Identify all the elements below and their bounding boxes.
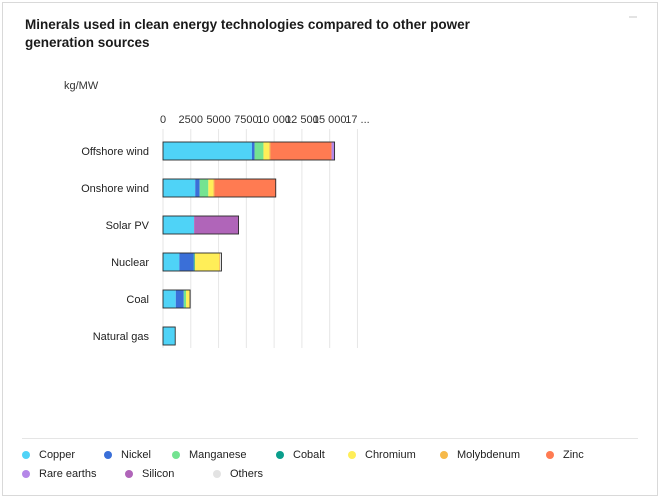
legend-item: Manganese — [172, 449, 247, 461]
bar-segment — [163, 290, 176, 308]
legend-swatch — [440, 451, 448, 459]
legend-swatch — [125, 470, 133, 478]
bar-segment — [270, 142, 332, 160]
bar-outline — [162, 289, 191, 309]
x-tick-label: 5000 — [206, 114, 230, 126]
category-label: Coal — [126, 294, 149, 306]
bar-segment — [163, 253, 180, 271]
bar-segment — [251, 142, 255, 160]
x-tick-label: 15 000 — [313, 114, 347, 126]
x-tick-label: 10 000 — [257, 114, 291, 126]
legend-label: Others — [230, 468, 264, 480]
category-label: Natural gas — [93, 331, 150, 343]
bar-segment — [208, 179, 214, 197]
category-label: Onshore wind — [81, 183, 149, 195]
legend-label: Zinc — [563, 449, 584, 461]
legend-label: Molybdenum — [457, 449, 520, 461]
bar-segment — [183, 290, 187, 308]
legend-item: Molybdenum — [440, 449, 520, 461]
unit-label: kg/MW — [64, 80, 99, 92]
bar-segment — [163, 142, 252, 160]
legend-swatch — [172, 451, 180, 459]
bar-segment — [195, 179, 200, 197]
legend-item: Cobalt — [276, 449, 325, 461]
x-tick-label: 12 500 — [285, 114, 319, 126]
bar-segment — [193, 253, 195, 271]
bar-segment — [163, 327, 176, 345]
legend-label: Nickel — [121, 449, 151, 461]
bar-segment — [179, 253, 194, 271]
legend-label: Manganese — [189, 449, 247, 461]
legend-item: Chromium — [348, 449, 416, 461]
legend-swatch — [104, 451, 112, 459]
legend-swatch — [22, 451, 30, 459]
bar-segment — [163, 179, 196, 197]
bar-outline — [162, 141, 336, 161]
bar-segment — [331, 142, 335, 160]
legend-label: Cobalt — [293, 449, 325, 461]
bar-outline — [162, 215, 240, 235]
legend-label: Copper — [39, 449, 76, 461]
x-tick-label: 7500 — [234, 114, 258, 126]
bar-segment — [219, 253, 221, 271]
bar-outline — [162, 178, 277, 198]
legend-item: Rare earths — [22, 468, 96, 480]
bar-segment — [175, 290, 184, 308]
legend-label: Rare earths — [39, 468, 97, 480]
legend-swatch — [213, 470, 221, 478]
bar-segment — [194, 253, 220, 271]
bar-segment — [263, 142, 270, 160]
bar-segment — [254, 142, 264, 160]
legend-label: Chromium — [365, 449, 416, 461]
bar-outline — [162, 252, 222, 272]
chart-title: Minerals used in clean energy technologi… — [25, 17, 470, 50]
bar-segment — [199, 179, 209, 197]
category-label: Offshore wind — [81, 146, 149, 158]
x-tick-label: 0 — [160, 114, 166, 126]
menu-icon[interactable] — [629, 16, 637, 18]
bar-segment — [213, 179, 215, 197]
legend-swatch — [22, 470, 30, 478]
legend-swatch — [348, 451, 356, 459]
category-label: Nuclear — [111, 257, 149, 269]
legend-item: Nickel — [104, 449, 151, 461]
bar-segment — [186, 290, 190, 308]
legend-swatch — [546, 451, 554, 459]
legend-item: Silicon — [125, 468, 174, 480]
bar-segment — [214, 179, 276, 197]
legend-swatch — [276, 451, 284, 459]
bar-outline — [162, 326, 176, 346]
x-tick-label: 2500 — [179, 114, 203, 126]
bar-segment — [163, 216, 195, 234]
bar-segment — [269, 142, 271, 160]
bar-segment — [194, 216, 239, 234]
bar-segment — [220, 253, 222, 271]
legend-item: Others — [213, 468, 263, 480]
legend-item: Zinc — [546, 449, 584, 461]
x-tick-label: 17 ... — [345, 114, 369, 126]
legend-item: Copper — [22, 449, 75, 461]
category-label: Solar PV — [106, 220, 150, 232]
legend-divider — [22, 438, 638, 439]
legend-label: Silicon — [142, 468, 175, 480]
